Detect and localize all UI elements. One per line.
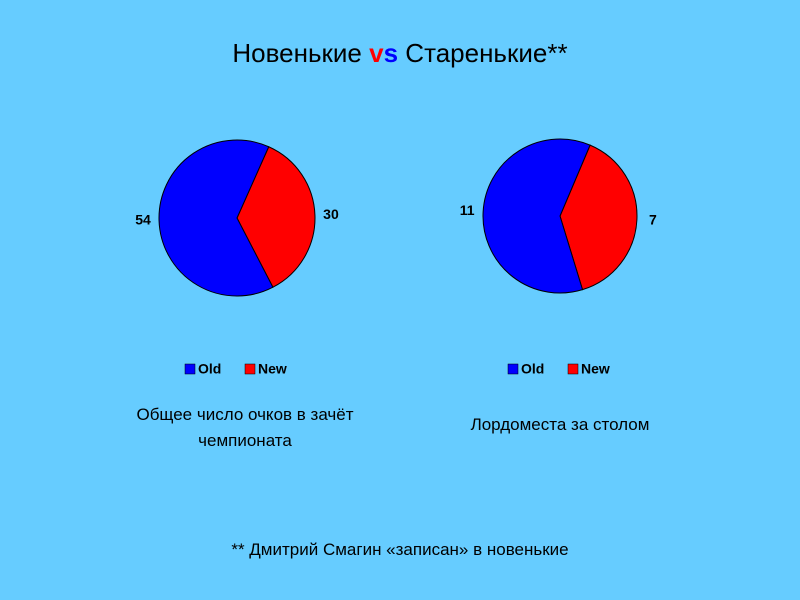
chart-caption: Общее число очков в зачёт чемпионата xyxy=(136,405,354,450)
footnote: ** Дмитрий Смагин «записан» в новенькие xyxy=(231,540,569,559)
legend-label: New xyxy=(258,361,287,377)
legend-swatch xyxy=(507,363,519,375)
title-part: v xyxy=(369,38,384,68)
legend-label: Old xyxy=(198,361,221,377)
title-part: s xyxy=(383,38,399,68)
legend-swatch xyxy=(184,363,196,375)
value-label: 11 xyxy=(460,202,475,218)
title-part: Старенькие** xyxy=(405,38,568,68)
pie-slice xyxy=(158,139,274,297)
value-label: 54 xyxy=(135,212,151,228)
pie-slice xyxy=(482,138,591,294)
pie-slice xyxy=(559,144,638,291)
pie-slice xyxy=(236,146,316,288)
title-part: Новенькие xyxy=(232,38,362,68)
value-label: 7 xyxy=(649,212,657,228)
slide-title: Новенькие vs Старенькие** xyxy=(0,38,800,69)
legend-swatch xyxy=(244,363,256,375)
value-label: 30 xyxy=(323,206,339,222)
chart-caption: Лордоместа за столом xyxy=(470,415,650,434)
legend-label: Old xyxy=(521,361,544,377)
legend-label: New xyxy=(581,361,610,377)
legend-swatch xyxy=(567,363,579,375)
